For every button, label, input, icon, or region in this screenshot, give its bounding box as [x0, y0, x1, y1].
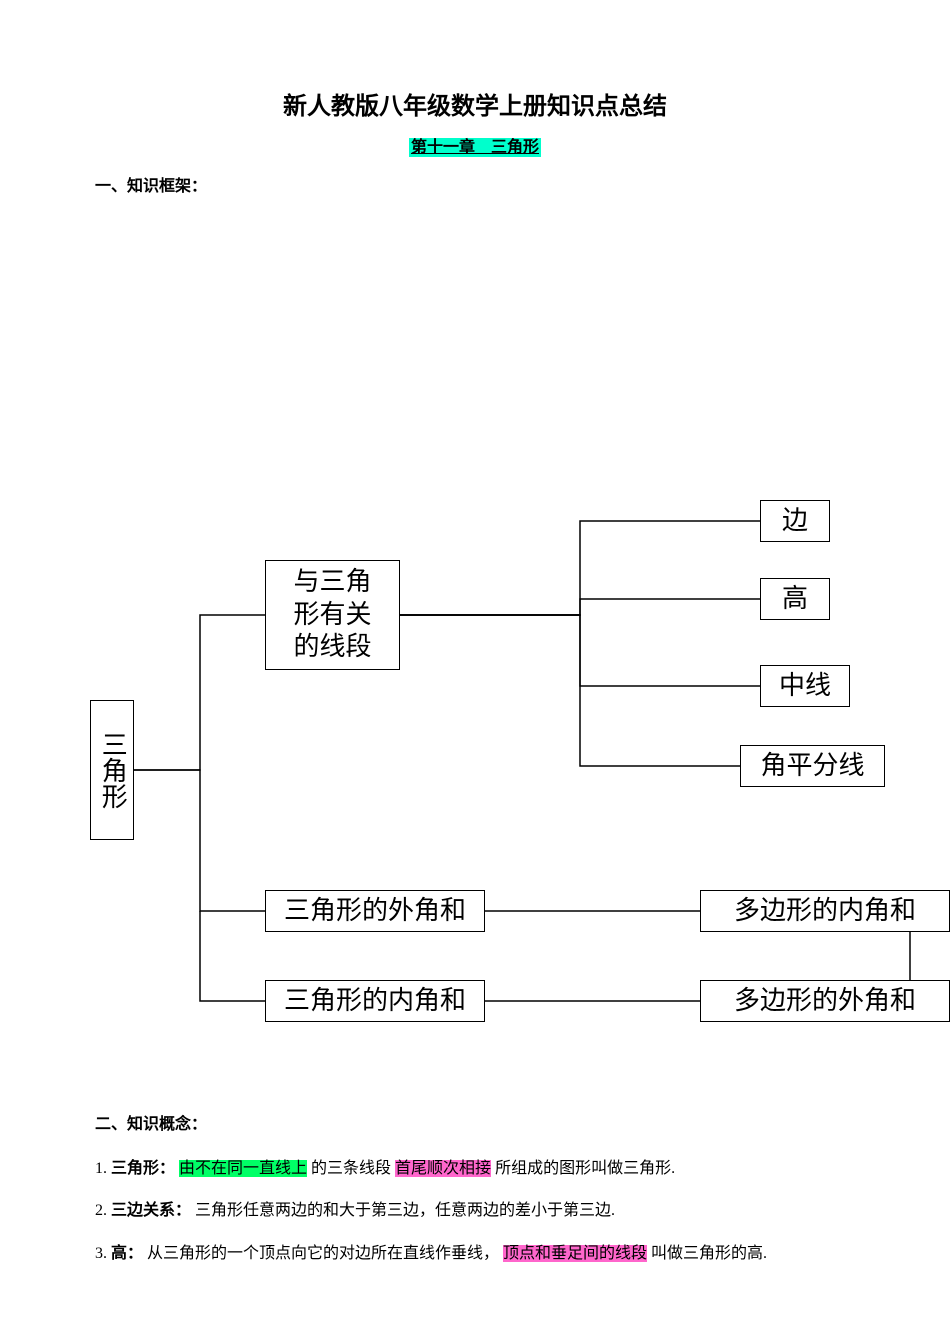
- chapter-title: 第十一章 三角形: [0, 133, 950, 157]
- concept-1-end: 所组成的图形叫做三角形.: [495, 1160, 675, 1177]
- page-title: 新人教版八年级数学上册知识点总结: [0, 86, 950, 121]
- chapter-title-text: 第十一章 三角形: [409, 138, 541, 157]
- concept-1-term: 三角形：: [111, 1160, 175, 1177]
- node-bian: 边: [760, 500, 830, 542]
- concept-1-hl2: 首尾顺次相接: [395, 1160, 491, 1177]
- concept-1: 1. 三角形： 由不在同一直线上 的三条线段 首尾顺次相接 所组成的图形叫做三角…: [95, 1150, 915, 1188]
- edge-root-ext_sum: [134, 770, 265, 911]
- concept-1-num: 1.: [95, 1160, 107, 1177]
- node-poly_ext: 多边形的外角和: [700, 980, 950, 1022]
- edge-segments-bisector: [400, 615, 740, 766]
- concept-2-num: 2.: [95, 1202, 107, 1219]
- concept-3-pre: 从三角形的一个顶点向它的对边所在直线作垂线，: [147, 1245, 499, 1262]
- concept-1-mid: 的三条线段: [311, 1160, 391, 1177]
- node-root: 三角形: [90, 700, 134, 840]
- concept-3-term: 高：: [111, 1245, 143, 1262]
- section-1-heading: 一、知识框架：: [95, 172, 207, 196]
- concept-3-num: 3.: [95, 1245, 107, 1262]
- node-ext_sum: 三角形的外角和: [265, 890, 485, 932]
- concept-3-end: 叫做三角形的高.: [651, 1245, 767, 1262]
- concept-3: 3. 高： 从三角形的一个顶点向它的对边所在直线作垂线， 顶点和垂足间的线段 叫…: [95, 1235, 915, 1273]
- node-gao: 高: [760, 578, 830, 620]
- concept-2: 2. 三边关系： 三角形任意两边的和大于第三边，任意两边的差小于第三边.: [95, 1192, 915, 1230]
- concept-2-term: 三边关系：: [111, 1202, 191, 1219]
- edge-segments-gao: [400, 599, 760, 615]
- node-int_sum: 三角形的内角和: [265, 980, 485, 1022]
- node-zhongxian: 中线: [760, 665, 850, 707]
- edge-root-segments: [134, 615, 265, 770]
- knowledge-tree-diagram: 三角形 与三角 形有关 的线段三角形的外角和三角形的内角和 边高中线角平分线多边形的…: [80, 500, 950, 1060]
- concept-3-hl: 顶点和垂足间的线段: [503, 1245, 647, 1262]
- section-2-heading: 二、知识概念：: [95, 1110, 207, 1134]
- concepts-list: 1. 三角形： 由不在同一直线上 的三条线段 首尾顺次相接 所组成的图形叫做三角…: [95, 1150, 915, 1277]
- concept-1-hl1: 由不在同一直线上: [179, 1160, 307, 1177]
- node-segments: 与三角 形有关 的线段: [265, 560, 400, 670]
- concept-2-text: 三角形任意两边的和大于第三边，任意两边的差小于第三边.: [195, 1202, 615, 1219]
- node-poly_int: 多边形的内角和: [700, 890, 950, 932]
- node-bisector: 角平分线: [740, 745, 885, 787]
- edge-root-int_sum: [200, 911, 265, 1001]
